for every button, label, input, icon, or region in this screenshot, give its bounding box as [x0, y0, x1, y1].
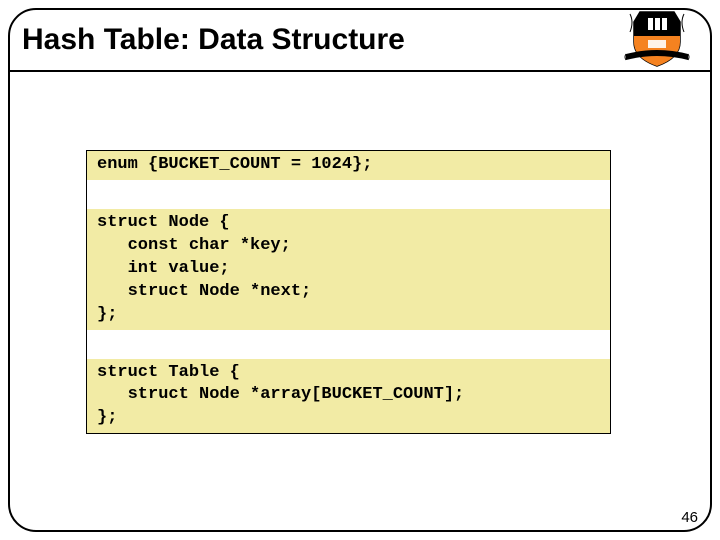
code-gap-1 [87, 180, 610, 209]
code-block-enum: enum {BUCKET_COUNT = 1024}; [87, 151, 610, 180]
code-block-node: struct Node { const char *key; int value… [87, 209, 610, 330]
page-number: 46 [681, 509, 698, 526]
princeton-shield-icon [622, 6, 692, 72]
code-gap-2 [87, 330, 610, 359]
code-block-table: struct Table { struct Node *array[BUCKET… [87, 359, 610, 434]
slide-title: Hash Table: Data Structure [22, 23, 405, 57]
title-bar: Hash Table: Data Structure [10, 10, 710, 72]
code-box: enum {BUCKET_COUNT = 1024}; struct Node … [86, 150, 611, 434]
